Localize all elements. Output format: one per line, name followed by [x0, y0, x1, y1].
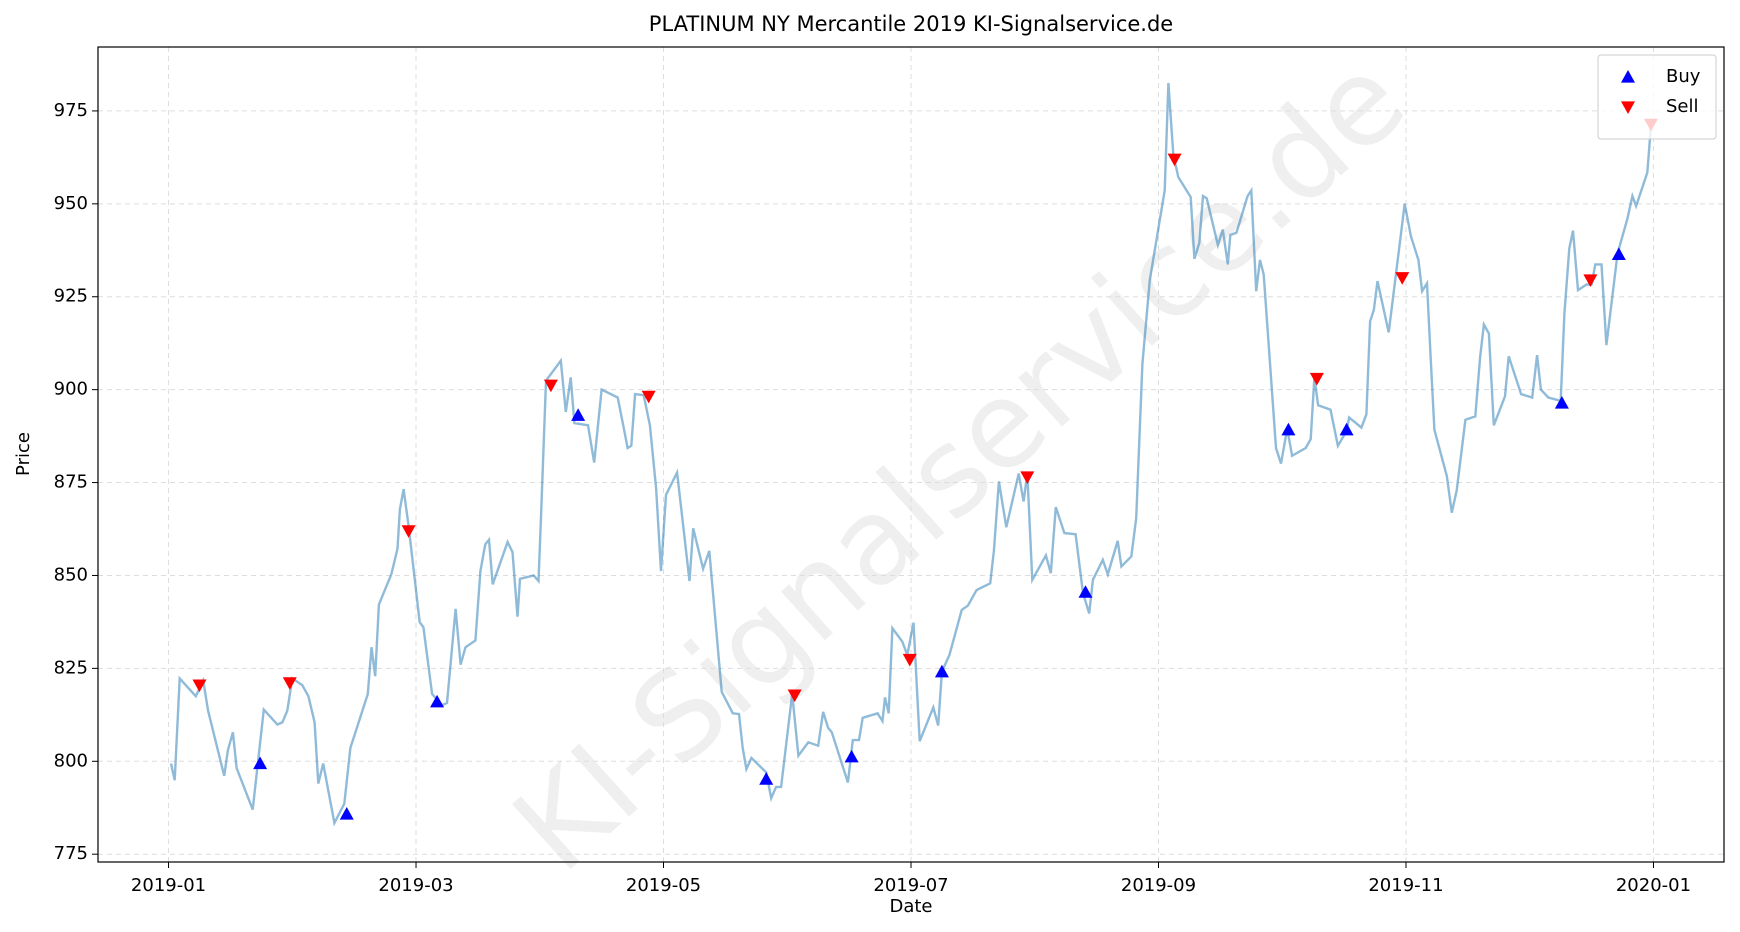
x-tick-label: 2020-01	[1616, 875, 1691, 896]
y-tick-label: 825	[54, 657, 88, 678]
y-tick-label: 850	[54, 564, 88, 585]
x-tick-label: 2019-05	[626, 875, 701, 896]
signal-marker	[339, 807, 354, 820]
signal-marker	[1281, 422, 1296, 436]
signal-marker	[844, 749, 859, 763]
legend-marker	[1621, 101, 1635, 114]
signal-marker	[253, 756, 268, 770]
signal-marker	[1583, 274, 1598, 288]
signal-marker	[1078, 585, 1093, 598]
signal-marker	[787, 689, 802, 703]
y-tick-label: 800	[54, 750, 88, 771]
signal-marker	[902, 653, 917, 667]
signal-marker	[1167, 153, 1182, 167]
signal-marker	[401, 525, 416, 538]
signal-marker	[282, 677, 297, 690]
signal-marker	[934, 664, 949, 678]
x-axis-title: Date	[889, 896, 932, 917]
y-tick-label: 875	[54, 472, 88, 493]
x-tick-label: 2019-07	[873, 875, 948, 896]
plot-frame	[97, 46, 1725, 863]
y-tick-label: 775	[54, 843, 88, 864]
signal-marker	[759, 772, 774, 785]
signal-marker	[1339, 422, 1354, 436]
y-axis-title: Price	[13, 432, 34, 476]
signal-marker	[1020, 471, 1035, 484]
signal-marker	[1611, 247, 1626, 260]
legend-label: Sell	[1666, 96, 1699, 117]
signal-marker	[1309, 372, 1324, 386]
y-tick-label: 900	[54, 379, 88, 400]
legend-marker	[1621, 70, 1635, 83]
y-tick-label: 950	[54, 193, 88, 214]
signal-marker	[543, 379, 558, 393]
x-tick-label: 2019-11	[1368, 875, 1443, 896]
x-tick-label: 2019-01	[131, 875, 206, 896]
signal-marker	[1395, 272, 1410, 285]
signal-marker	[430, 694, 445, 708]
signal-marker	[192, 679, 207, 693]
x-tick-label: 2019-03	[378, 875, 453, 896]
legend-label: Buy	[1666, 66, 1701, 87]
chart-title: PLATINUM NY Mercantile 2019 KI-Signalser…	[649, 12, 1173, 36]
signal-marker	[641, 390, 656, 404]
y-tick-label: 975	[54, 100, 88, 121]
x-tick-label: 2019-09	[1121, 875, 1196, 896]
signal-marker	[1554, 396, 1569, 409]
signal-marker	[571, 408, 586, 421]
y-tick-label: 925	[54, 286, 88, 307]
